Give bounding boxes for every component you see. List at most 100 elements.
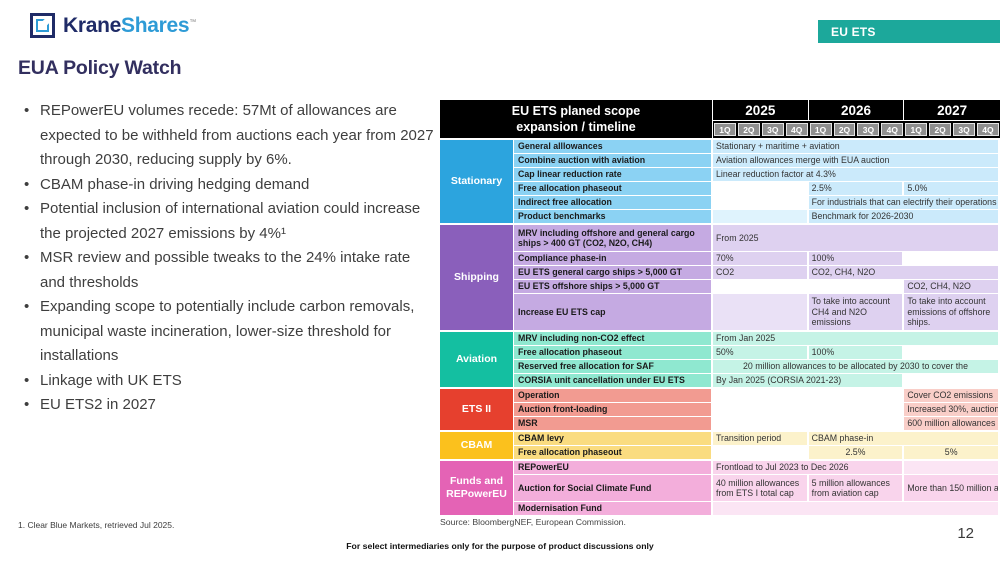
- quarter-header-row: 1Q 2Q 3Q 4Q 1Q 2Q 3Q 4Q 1Q 2Q 3Q 4Q: [713, 121, 1000, 138]
- quarter-header: 4Q: [976, 123, 999, 136]
- timeline-cell: CO2, CH4, N2O: [904, 280, 998, 293]
- timeline-cell: 70%: [713, 252, 807, 265]
- table-row: Auction for Social Climate Fund 40 millio…: [514, 475, 1000, 501]
- timeline-cell: CO2, CH4, N2O: [808, 266, 998, 279]
- section-rows: MRV including offshore and general cargo…: [514, 225, 1000, 330]
- row-label: Auction for Social Climate Fund: [514, 475, 711, 501]
- bullet-item: EU ETS2 in 2027: [21, 393, 438, 418]
- disclaimer: For select intermediaries only for the p…: [346, 541, 654, 551]
- bullet-item: CBAM phase-in driving hedging demand: [21, 173, 438, 198]
- timeline-cell: Frontload to Jul 2023 to Dec 2026: [713, 461, 903, 474]
- timeline-cell: 20 million allowances to be allocated by…: [713, 360, 998, 373]
- table-row: EU ETS offshore ships > 5,000 GT CO2, CH4…: [514, 280, 1000, 293]
- timeline-cells: Cover CO2 emissions: [713, 389, 1000, 402]
- table-header: EU ETS planed scope expansion / timeline…: [440, 100, 1000, 138]
- timeline-cell: [713, 502, 998, 515]
- table-row: Free allocation phaseout 50% 100%: [514, 346, 1000, 359]
- timeline-cell: From Jan 2025: [713, 332, 998, 345]
- timeline-cell: [713, 294, 807, 330]
- table-row: Product benchmarks Benchmark for 2026-203…: [514, 210, 1000, 223]
- timeline-cells: Aviation allowances merge with EUA aucti…: [713, 154, 1000, 167]
- year-header: 2027: [904, 100, 1000, 120]
- timeline-cells: Increased 30%, auction: [713, 403, 1000, 416]
- timeline-cell: 600 million allowances: [904, 417, 998, 430]
- table-body: Stationary General alllowances Stationary …: [440, 140, 1000, 515]
- row-label: General alllowances: [514, 140, 711, 153]
- timeline-cells: 2.5% 5.0%: [713, 182, 1000, 195]
- row-label: CORSIA unit cancellation under EU ETS: [514, 374, 711, 387]
- timeline-cell: More than 150 million a: [904, 475, 998, 501]
- bullet-item: Linkage with UK ETS: [21, 369, 438, 394]
- table-section: Funds and REPowerEU REPowerEU Frontload to…: [440, 461, 1000, 515]
- year-header-row: 2025 2026 2027: [713, 100, 1000, 121]
- table-section: Shipping MRV including offshore and gener…: [440, 225, 1000, 330]
- timeline-cell: Transition period: [713, 432, 807, 445]
- row-label: Modernisation Fund: [514, 502, 711, 515]
- timeline-cell: 100%: [808, 252, 903, 265]
- quarter-header: 2Q: [737, 123, 760, 136]
- quarter-header: 1Q: [905, 123, 928, 136]
- table-row: Cap linear reduction rate Linear reductio…: [514, 168, 1000, 181]
- timeline-header: 2025 2026 2027 1Q 2Q 3Q 4Q 1Q 2Q 3Q 4Q 1Q 2Q 3Q 4Q: [713, 100, 1000, 138]
- row-label: MRV including offshore and general cargo…: [514, 225, 711, 251]
- timeline-cells: To take into account CH4 and N2O emissio…: [713, 294, 1000, 330]
- row-label: Increase EU ETS cap: [514, 294, 711, 330]
- bullet-item: Expanding scope to potentially include c…: [21, 295, 438, 369]
- row-label: Operation: [514, 389, 711, 402]
- quarter-header: 3Q: [953, 123, 975, 136]
- table-row: Operation Cover CO2 emissions: [514, 389, 1000, 402]
- timeline-cells: Linear reduction factor at 4.3%: [713, 168, 1000, 181]
- section-rows: General alllowances Stationary + maritime…: [514, 140, 1000, 223]
- page-number: 12: [957, 525, 974, 542]
- table-title-line1: EU ETS planed scope: [511, 104, 641, 118]
- row-label: Combine auction with aviation: [514, 154, 711, 167]
- section-rows: REPowerEU Frontload to Jul 2023 to Dec 20…: [514, 461, 1000, 515]
- section-rows: Operation Cover CO2 emissions Auction fron…: [514, 389, 1000, 430]
- table-row: EU ETS general cargo ships > 5,000 GT CO2…: [514, 266, 1000, 279]
- quarter-header: 2Q: [929, 123, 952, 136]
- table-row: Indirect free allocation For industrials …: [514, 196, 1000, 209]
- kraneshares-logo: KraneShares™: [30, 13, 196, 38]
- brand-name: KraneShares™: [63, 14, 196, 38]
- table-title: EU ETS planed scope expansion / timeline: [440, 100, 713, 138]
- timeline-cell: [713, 210, 807, 223]
- timeline-cells: Transition period CBAM phase-in: [713, 432, 1000, 445]
- table-row: Free allocation phaseout 2.5% 5%: [514, 446, 1000, 459]
- row-label: CBAM levy: [514, 432, 711, 445]
- timeline-cell: 5.0%: [904, 182, 998, 195]
- quarter-header: 1Q: [714, 123, 736, 136]
- timeline-cell: CO2: [713, 266, 807, 279]
- section-category: Stationary: [440, 140, 513, 223]
- timeline-cell: 40 million allowances from ETS I total c…: [713, 475, 807, 501]
- row-label: Indirect free allocation: [514, 196, 711, 209]
- table-section: CBAM CBAM levy Transition period CBAM phase…: [440, 432, 1000, 459]
- timeline-cell: To take into account emissions of offsho…: [904, 294, 998, 330]
- table-row: Reserved free allocation for SAF 20 milli…: [514, 360, 1000, 373]
- timeline-cells: [713, 502, 1000, 515]
- timeline-cell: Linear reduction factor at 4.3%: [713, 168, 998, 181]
- table-row: MRV including non-CO2 effect From Jan 202…: [514, 332, 1000, 345]
- timeline-cell: 5%: [904, 446, 998, 459]
- timeline-cells: 40 million allowances from ETS I total c…: [713, 475, 1000, 501]
- footnote: 1. Clear Blue Markets, retrieved Jul 202…: [18, 520, 175, 530]
- timeline-cell: 50%: [713, 346, 807, 359]
- table-section: ETS II Operation Cover CO2 emissions Auctio…: [440, 389, 1000, 430]
- table-row: Increase EU ETS cap To take into account …: [514, 294, 1000, 330]
- timeline-cells: From Jan 2025: [713, 332, 1000, 345]
- table-section: Aviation MRV including non-CO2 effect From…: [440, 332, 1000, 387]
- year-header: 2026: [808, 100, 905, 120]
- timeline-cells: For industrials that can electrify their…: [713, 196, 1000, 209]
- timeline-cell: Aviation allowances merge with EUA aucti…: [713, 154, 998, 167]
- timeline-cells: CO2 CO2, CH4, N2O: [713, 266, 1000, 279]
- policy-timeline-table: EU ETS planed scope expansion / timeline…: [440, 100, 1000, 517]
- timeline-cells: CO2, CH4, N2O: [713, 280, 1000, 293]
- table-row: General alllowances Stationary + maritime…: [514, 140, 1000, 153]
- timeline-cell: CBAM phase-in: [808, 432, 998, 445]
- row-label: Compliance phase-in: [514, 252, 711, 265]
- timeline-cell: Increased 30%, auction: [904, 403, 998, 416]
- row-label: Auction front-loading: [514, 403, 711, 416]
- quarter-header: 1Q: [809, 123, 832, 136]
- bullet-item: MSR review and possible tweaks to the 24…: [21, 246, 438, 295]
- timeline-cells: 20 million allowances to be allocated by…: [713, 360, 1000, 373]
- table-row: Free allocation phaseout 2.5% 5.0%: [514, 182, 1000, 195]
